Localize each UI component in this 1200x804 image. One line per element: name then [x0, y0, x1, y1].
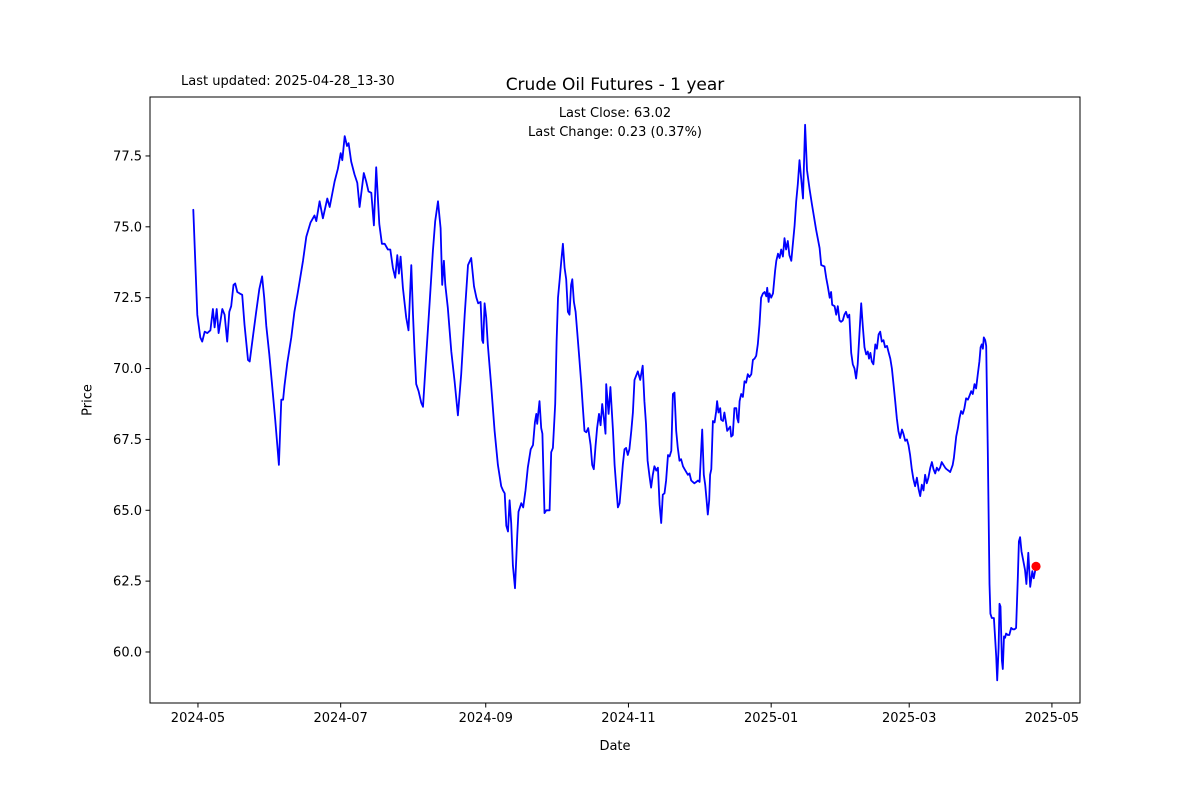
- x-tick-label: 2024-11: [601, 711, 655, 726]
- y-tick-label: 62.5: [113, 575, 142, 590]
- last-close-line: Last Close: 63.02: [558, 106, 672, 121]
- x-tick-label: 2024-07: [314, 711, 368, 726]
- x-axis-label: Date: [599, 739, 631, 754]
- y-tick-label: 77.5: [113, 149, 142, 164]
- y-tick-label: 70.0: [113, 362, 142, 377]
- x-tick-label: 2025-03: [882, 711, 936, 726]
- x-tick-label: 2024-05: [171, 711, 225, 726]
- y-tick-label: 72.5: [113, 291, 142, 306]
- x-tick-label: 2024-09: [459, 711, 513, 726]
- x-tick-label: 2025-01: [744, 711, 798, 726]
- chart-title: Crude Oil Futures - 1 year: [505, 75, 725, 95]
- last-close-annotation: Last Close: 63.02 Last Change: 0.23 (0.3…: [150, 104, 1080, 142]
- price-series-line: [192, 123, 1037, 682]
- y-tick-label: 65.0: [113, 504, 142, 519]
- last-change-line: Last Change: 0.23 (0.37%): [527, 125, 702, 140]
- last-updated-text: Last updated: 2025-04-28_13-30: [181, 74, 395, 89]
- y-tick-label: 67.5: [113, 433, 142, 448]
- last-price-marker: [1031, 561, 1041, 571]
- y-tick-label: 75.0: [113, 220, 142, 235]
- x-tick-label: 2025-05: [1025, 711, 1079, 726]
- y-tick-label: 60.0: [113, 645, 142, 660]
- plot-border: [149, 96, 1081, 704]
